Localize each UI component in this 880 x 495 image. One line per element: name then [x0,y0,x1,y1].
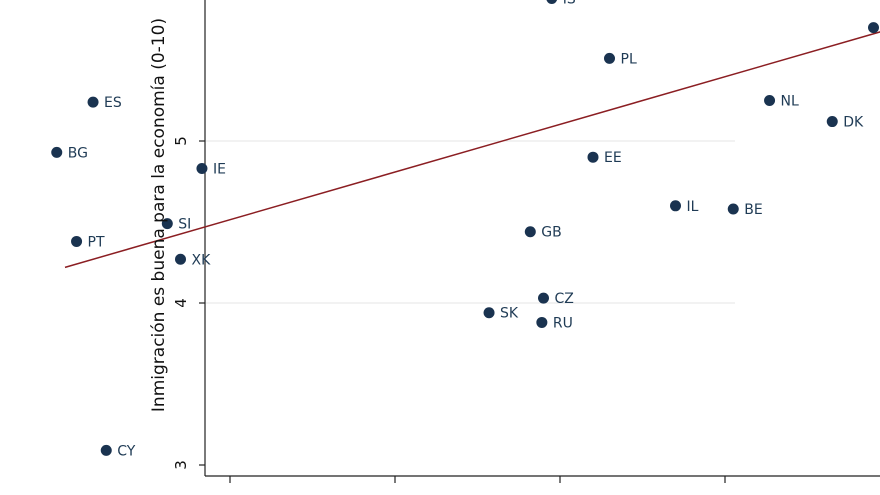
point-label-nl: NL [781,94,799,110]
point-label-bg: BG [68,145,88,161]
data-point-xk [175,253,186,265]
data-point-il [670,200,681,212]
point-label-is: IS [563,0,576,7]
point-label-ie: IE [213,162,226,178]
data-point-is [546,0,558,4]
point-label-ee: EE [604,150,622,166]
point-label-be: BE [744,202,762,218]
point-label-xk: XK [192,252,212,268]
data-point-be [727,203,739,215]
y-tick-label: 3 [172,460,190,470]
point-label-si: SI [178,217,191,233]
point-label-sk: SK [500,306,519,322]
x-axis-ticks [229,476,726,483]
grid-lines [205,140,735,304]
data-point-sk [483,307,495,319]
data-point-ee [587,151,599,163]
y-tick-label: 5 [172,136,190,146]
data-point-dk [826,116,838,128]
y-axis-label: Inmigración es buena para la economía (0… [149,18,169,412]
data-point-pl [604,52,615,64]
data-point-bg [51,146,63,158]
point-label-cy: CY [117,443,136,459]
y-tick-label: 4 [172,298,190,308]
data-point-es [87,96,99,108]
data-point-nl [764,95,776,106]
fit-line [64,31,880,269]
data-point-de [868,22,879,34]
data-point-cz [538,292,549,304]
data-point-ru [536,316,548,328]
point-label-pl: PL [621,51,637,67]
data-point-si [161,218,173,230]
data-points: ISDESEPLFINLESDKBGEEIEILBESIGBPTXKCZSKRU… [51,0,879,459]
point-label-il: IL [687,199,699,215]
point-label-es: ES [104,95,122,111]
y-axis-ticks: 3 4 5 [172,136,205,470]
point-label-dk: DK [843,115,864,131]
data-point-pt [71,235,83,247]
point-label-cz: CZ [555,291,574,307]
data-point-ie [196,163,208,175]
data-point-gb [524,226,536,238]
point-label-ru: RU [553,315,573,331]
point-label-pt: PT [88,234,105,250]
point-label-gb: GB [541,225,561,241]
data-point-cy [100,444,112,456]
